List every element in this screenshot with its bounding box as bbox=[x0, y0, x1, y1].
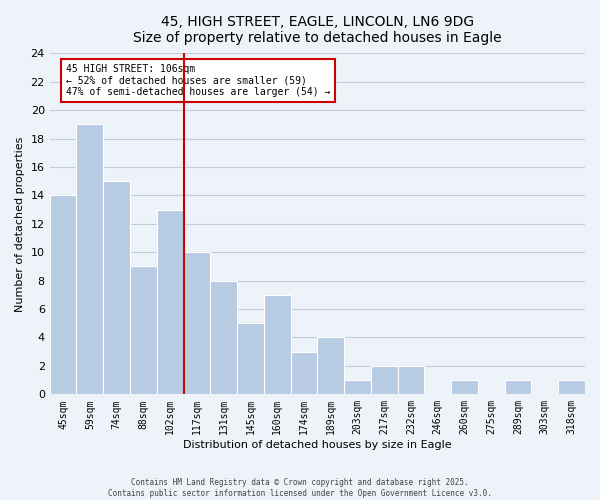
Title: 45, HIGH STREET, EAGLE, LINCOLN, LN6 9DG
Size of property relative to detached h: 45, HIGH STREET, EAGLE, LINCOLN, LN6 9DG… bbox=[133, 15, 502, 45]
Bar bbox=[184, 252, 210, 394]
Bar bbox=[505, 380, 532, 394]
Bar bbox=[344, 380, 371, 394]
Bar bbox=[264, 295, 290, 394]
Bar bbox=[290, 352, 317, 395]
Bar bbox=[50, 196, 76, 394]
Bar bbox=[210, 280, 237, 394]
X-axis label: Distribution of detached houses by size in Eagle: Distribution of detached houses by size … bbox=[183, 440, 452, 450]
Bar bbox=[371, 366, 398, 394]
Bar bbox=[451, 380, 478, 394]
Bar bbox=[237, 324, 264, 394]
Bar bbox=[157, 210, 184, 394]
Bar bbox=[76, 124, 103, 394]
Y-axis label: Number of detached properties: Number of detached properties bbox=[15, 136, 25, 312]
Bar bbox=[398, 366, 424, 394]
Bar bbox=[130, 266, 157, 394]
Bar bbox=[317, 338, 344, 394]
Text: 45 HIGH STREET: 106sqm
← 52% of detached houses are smaller (59)
47% of semi-det: 45 HIGH STREET: 106sqm ← 52% of detached… bbox=[66, 64, 330, 96]
Bar bbox=[103, 181, 130, 394]
Bar bbox=[558, 380, 585, 394]
Text: Contains HM Land Registry data © Crown copyright and database right 2025.
Contai: Contains HM Land Registry data © Crown c… bbox=[108, 478, 492, 498]
